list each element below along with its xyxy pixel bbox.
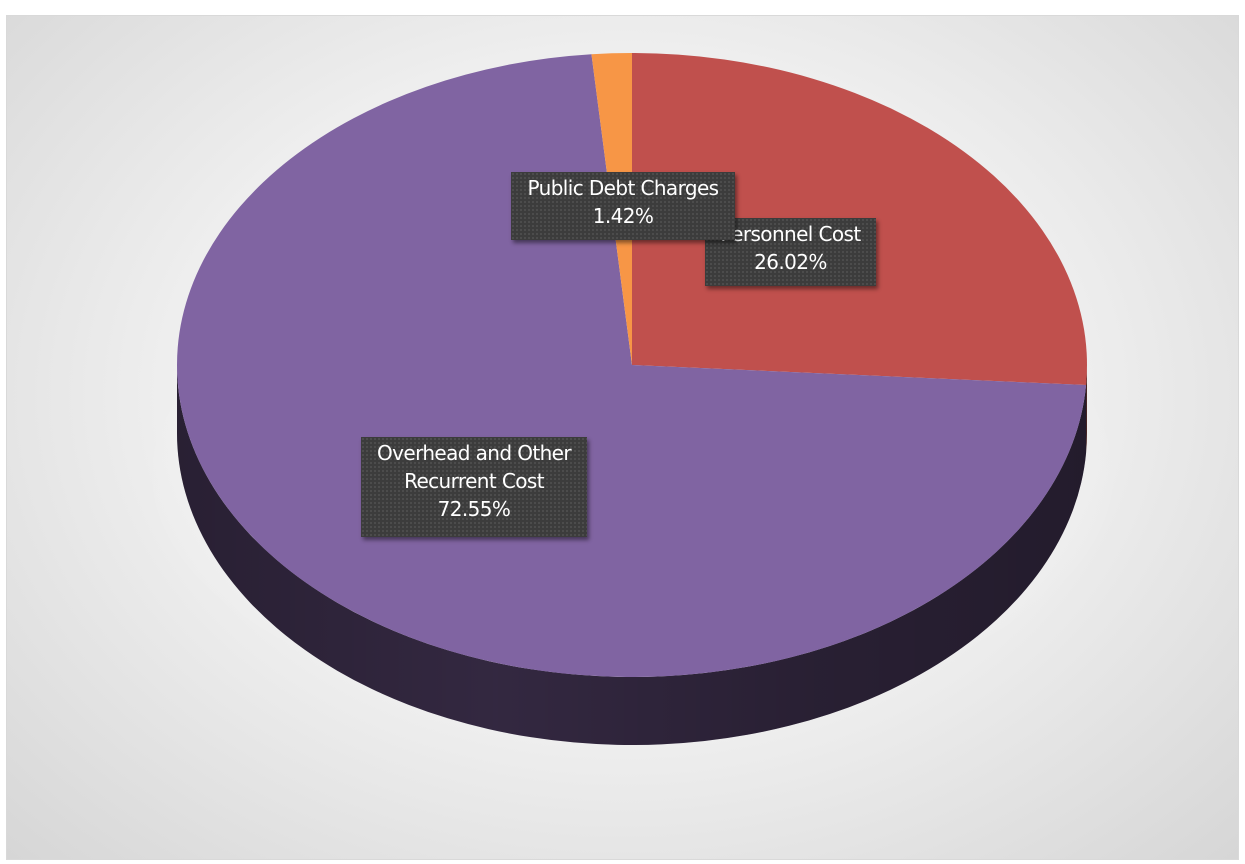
pie-top-face [177,53,1087,677]
label-category-line-2: Recurrent Cost [404,469,544,493]
label-value: 26.02% [754,250,827,274]
pie-side-shading [177,365,1087,746]
label-category: Personnel Cost [720,222,861,246]
pie-side-shading [1086,365,1087,454]
label-category-line-1: Overhead and Other [376,441,572,465]
label-value: 1.42% [592,204,654,228]
data-label-overhead-recurrent-cost: Overhead and Other Recurrent Cost 72.55% [361,437,587,537]
label-value: 72.55% [437,497,511,521]
data-label-public-debt-charges: Public Debt Charges 1.42% [511,172,735,240]
label-category: Public Debt Charges [527,176,720,200]
